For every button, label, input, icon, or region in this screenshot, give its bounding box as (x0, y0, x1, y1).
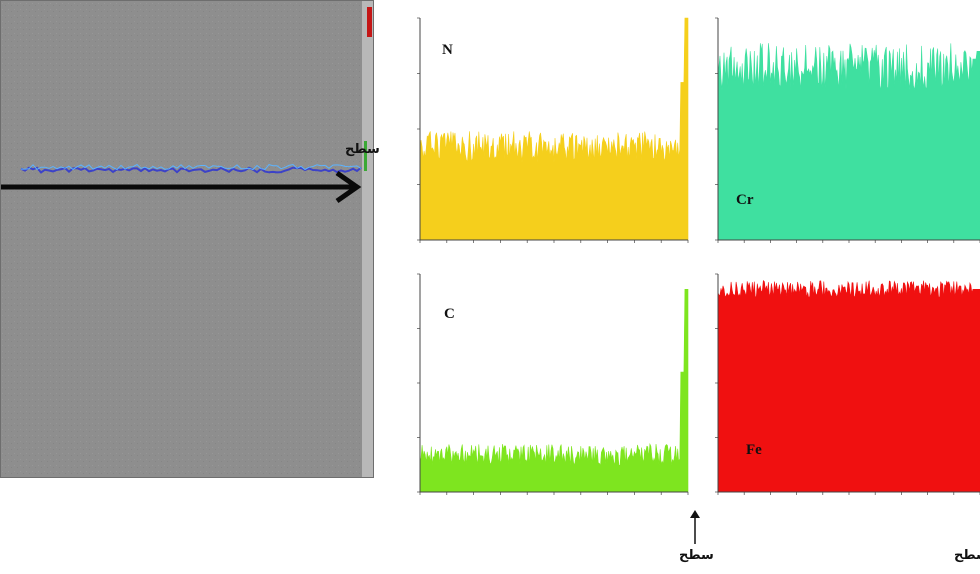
surface-label-sem: سطح (345, 142, 380, 157)
surface-green-mark (364, 141, 367, 171)
plot-n: N (412, 14, 696, 268)
surface-label-c: سطح (679, 548, 714, 563)
surface-label-fe: سطح (954, 548, 980, 563)
linescan-arrow-head (335, 170, 362, 204)
linescan-trace-secondary (21, 163, 362, 171)
plot-svg-fe: Fe (715, 273, 980, 495)
plot-fe: Fe (706, 268, 980, 518)
sem-overlay (1, 1, 373, 477)
element-label-n: N (442, 42, 453, 58)
element-label-cr: Cr (736, 192, 754, 208)
series-area-cr (717, 43, 980, 241)
plot-cr: Cr (706, 14, 980, 268)
series-area-n (419, 17, 689, 241)
series-area-c (419, 289, 689, 493)
series-area-fe (717, 279, 980, 493)
sem-micrograph (0, 0, 374, 478)
sem-background (1, 1, 373, 477)
element-label-fe: Fe (746, 442, 762, 458)
surface-red-mark (367, 7, 372, 37)
plot-svg-cr: Cr (715, 17, 980, 243)
surface-arrow-c (690, 510, 700, 544)
surface-edge (362, 1, 373, 477)
linescan-trace (20, 166, 362, 174)
plot-svg-c: C (417, 273, 689, 495)
plot-c: C (412, 268, 696, 518)
plot-svg-n: N (417, 17, 689, 243)
element-label-c: C (444, 306, 455, 322)
